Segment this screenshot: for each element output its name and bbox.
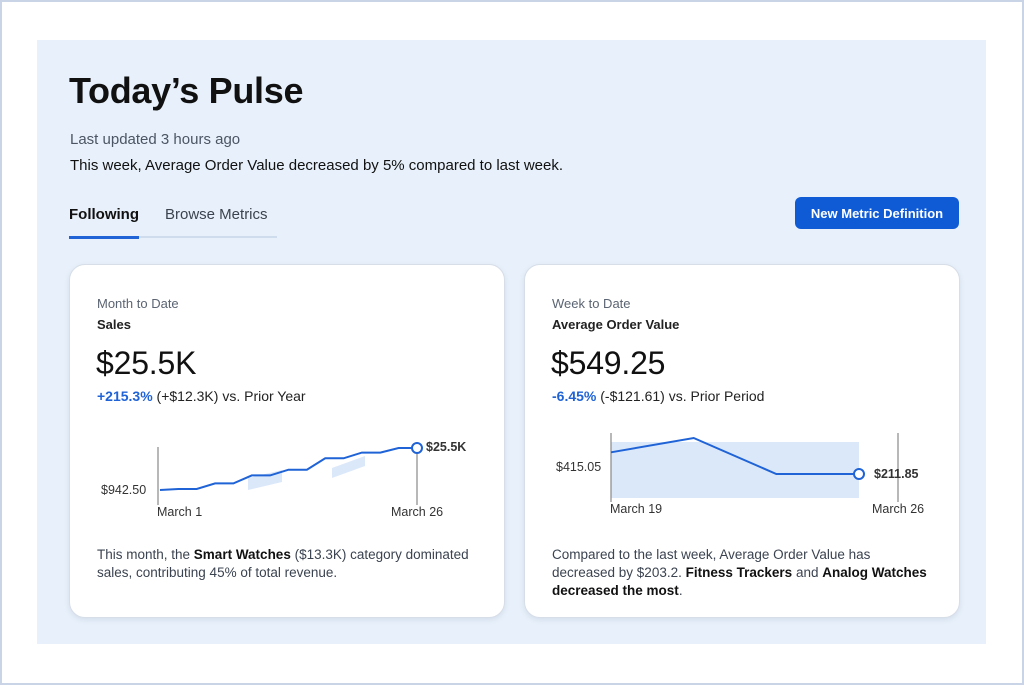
sales-sparkline-chart: $942.50 $25.5K March 1 March 26 bbox=[101, 440, 466, 519]
y-start-label: $942.50 bbox=[101, 483, 146, 497]
card-period: Week to Date bbox=[552, 296, 631, 311]
change-percent: +215.3% bbox=[97, 388, 153, 404]
card-period: Month to Date bbox=[97, 296, 179, 311]
chart-range-band bbox=[611, 442, 859, 498]
card-change: -6.45% (-$121.61) vs. Prior Period bbox=[552, 388, 764, 404]
last-updated-text: Last updated 3 hours ago bbox=[70, 131, 241, 148]
change-detail: (+$12.3K) vs. Prior Year bbox=[152, 388, 306, 404]
y-end-label: $25.5K bbox=[426, 440, 466, 454]
aov-endpoint-marker bbox=[853, 468, 865, 480]
metric-card-average-order-value[interactable]: Week to Date Average Order Value $549.25… bbox=[524, 264, 960, 618]
tab-track bbox=[69, 236, 277, 238]
aov-sparkline-chart: $415.05 $211.85 March 19 March 26 bbox=[556, 433, 924, 516]
y-start-label: $415.05 bbox=[556, 460, 601, 474]
weekly-summary-text: This week, Average Order Value decreased… bbox=[70, 157, 564, 174]
x-end-label: March 26 bbox=[391, 505, 443, 519]
sales-series-line bbox=[159, 447, 417, 491]
change-percent: -6.45% bbox=[552, 388, 597, 404]
metric-card-sales[interactable]: Month to Date Sales $25.5K +215.3% (+$12… bbox=[69, 264, 505, 618]
x-start-label: March 19 bbox=[610, 502, 662, 516]
card-metric-value: $549.25 bbox=[551, 345, 666, 381]
sales-endpoint-marker bbox=[411, 442, 423, 454]
card-metric-value: $25.5K bbox=[96, 345, 197, 381]
active-tab-indicator bbox=[69, 236, 139, 239]
y-end-label: $211.85 bbox=[874, 467, 919, 481]
tab-bar: Following Browse Metrics bbox=[69, 202, 277, 239]
x-end-label: March 26 bbox=[872, 502, 924, 516]
tab-browse-metrics[interactable]: Browse Metrics bbox=[165, 206, 268, 223]
card-metric-name: Average Order Value bbox=[552, 317, 680, 332]
pulse-panel: Today’s Pulse Last updated 3 hours ago T… bbox=[37, 40, 986, 644]
card-change: +215.3% (+$12.3K) vs. Prior Year bbox=[97, 388, 306, 404]
change-detail: (-$121.61) vs. Prior Period bbox=[596, 388, 765, 404]
tab-following[interactable]: Following bbox=[69, 206, 139, 223]
chart-highlight-band bbox=[332, 456, 365, 478]
card-metric-name: Sales bbox=[97, 317, 131, 332]
page-title: Today’s Pulse bbox=[69, 70, 304, 111]
card-insight-text: This month, the Smart Watches ($13.3K) c… bbox=[97, 547, 469, 580]
aov-series-line bbox=[610, 436, 859, 475]
new-metric-definition-button[interactable]: New Metric Definition bbox=[795, 197, 959, 229]
x-start-label: March 1 bbox=[157, 505, 202, 519]
card-insight-text: Compared to the last week, Average Order… bbox=[552, 547, 927, 598]
